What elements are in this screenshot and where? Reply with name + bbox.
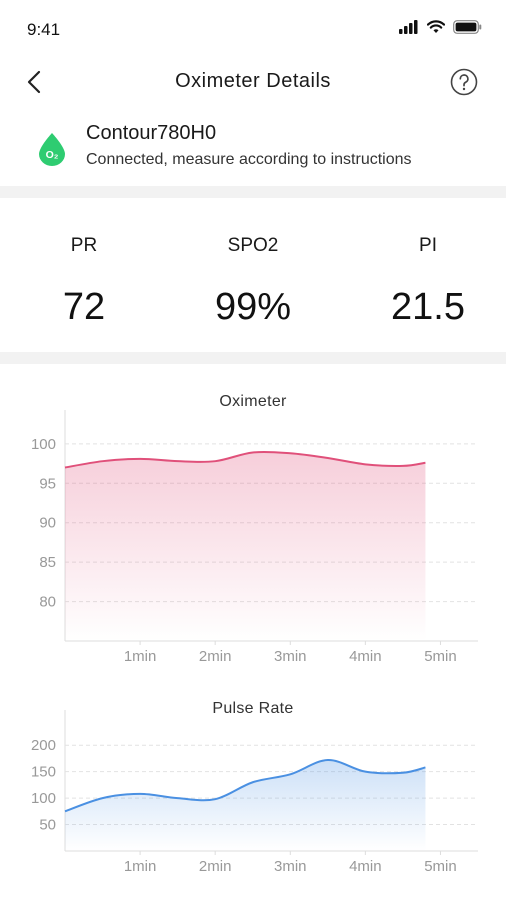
series-area: [65, 451, 426, 641]
oximeter-chart: Oximeter 100 95 90 85 80 1min 2min 3min 4min 5min: [0, 380, 506, 680]
device-row: O₂ Contour780H0 Connected, measure accor…: [0, 112, 506, 184]
status-time: 9:41: [27, 20, 61, 39]
page-title: Oximeter Details: [175, 70, 331, 92]
oximeter-chart-svg: 100 95 90 85 80 1min 2min 3min 4min 5min: [31, 410, 478, 665]
x-tick-label: 4min: [349, 858, 382, 875]
section-divider: [0, 352, 506, 364]
chart-title: Oximeter: [219, 393, 287, 410]
metric-label: PI: [419, 235, 437, 256]
metric-label: PR: [70, 235, 98, 256]
chart-title: Pulse Rate: [212, 700, 294, 717]
metric-value: 21.5: [391, 286, 465, 328]
question-circle-icon: [450, 68, 478, 96]
section-divider: [0, 186, 506, 198]
metric-value: 72: [62, 286, 106, 328]
nav-bar: Oximeter Details: [0, 56, 506, 108]
y-tick-label: 200: [31, 737, 56, 754]
y-tick-label: 100: [31, 436, 56, 453]
x-tick-label: 4min: [349, 648, 382, 665]
status-bar: 9:41: [0, 0, 506, 56]
device-status: Connected, measure according to instruct…: [86, 151, 412, 168]
pulse-rate-chart: Pulse Rate 200 150 100 50 1min 2min 3min 4min 5m…: [0, 690, 506, 890]
x-tick-label: 5min: [424, 858, 457, 875]
y-tick-label: 150: [31, 764, 56, 781]
signal-icon: [399, 20, 418, 34]
x-tick-label: 3min: [274, 858, 307, 875]
metric-label: SPO2: [227, 235, 279, 256]
metric-value: 99%: [214, 286, 292, 328]
back-button[interactable]: [18, 66, 50, 98]
metrics-panel: PR 72 SPO2 99% PI 21.5: [0, 198, 506, 351]
x-tick-label: 1min: [124, 858, 157, 875]
x-tick-label: 1min: [124, 648, 157, 665]
y-tick-label: 80: [39, 594, 56, 611]
y-tick-label: 50: [39, 817, 56, 834]
y-tick-label: 100: [31, 790, 56, 807]
x-tick-label: 3min: [274, 648, 307, 665]
series-line: [64, 759, 426, 813]
x-tick-label: 2min: [199, 858, 232, 875]
series-line: [64, 450, 426, 469]
oxygen-drop-icon: O₂: [37, 132, 67, 166]
oxygen-drop-label: O₂: [46, 149, 59, 161]
wifi-icon: [427, 20, 445, 33]
y-tick-label: 95: [39, 475, 56, 492]
battery-icon: [453, 20, 482, 34]
x-tick-label: 2min: [199, 648, 232, 665]
help-button[interactable]: [450, 68, 478, 96]
y-tick-label: 90: [39, 515, 56, 532]
x-tick-label: 5min: [424, 648, 457, 665]
y-tick-label: 85: [39, 554, 56, 571]
device-name: Contour780H0: [86, 122, 217, 144]
pulse-rate-chart-svg: 200 150 100 50 1min 2min 3min 4min 5min: [31, 710, 478, 875]
chevron-left-icon: [27, 70, 41, 94]
series-area: [65, 760, 426, 851]
status-icons: [399, 20, 482, 34]
